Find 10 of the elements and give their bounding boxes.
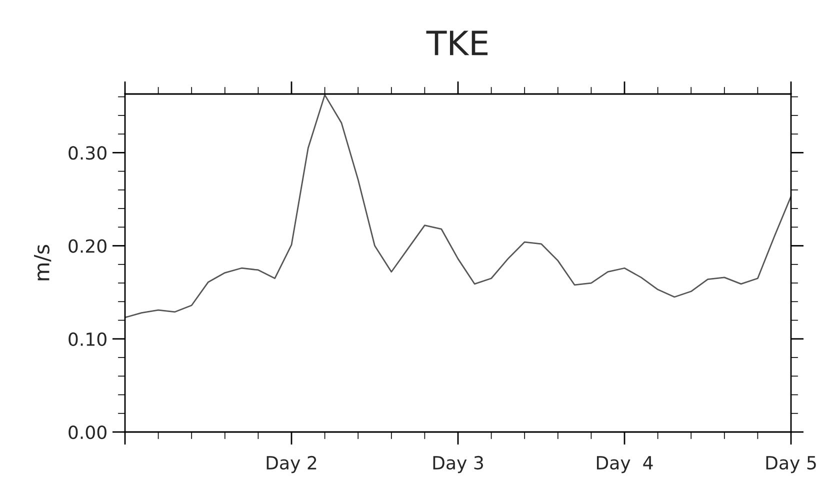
x-tick-label: Day 2 (266, 456, 316, 474)
y-tick-label: 0.10 (68, 332, 106, 346)
y-tick-label: 0.30 (68, 146, 106, 160)
y-tick-label: 0.20 (68, 239, 106, 253)
x-tick-label: Day 5 (766, 456, 816, 474)
y-tick-label: 0.00 (68, 425, 106, 440)
y-axis-title: m/s (34, 244, 52, 280)
chart-title: TKE (426, 30, 488, 56)
x-tick-label: Day 4 (596, 456, 653, 474)
x-tick-label: Day 3 (433, 456, 483, 474)
